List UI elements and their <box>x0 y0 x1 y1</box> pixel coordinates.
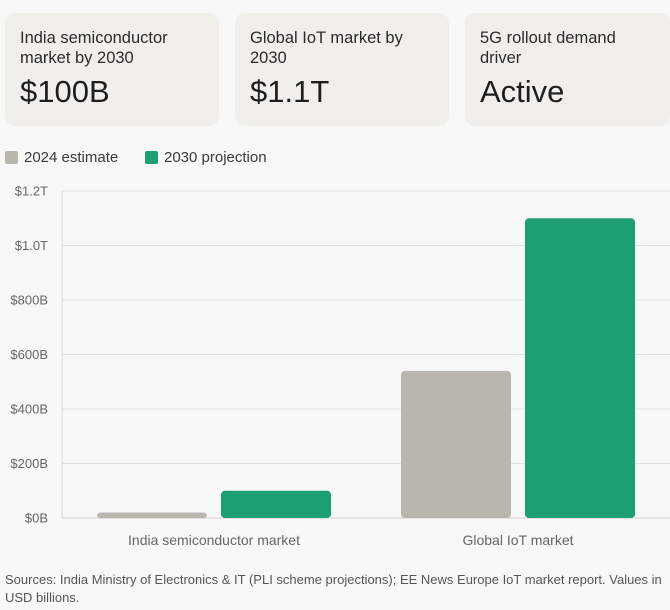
y-tick-label: $1.2T <box>15 184 48 199</box>
y-tick-label: $0B <box>25 511 48 526</box>
legend-swatch <box>145 151 158 164</box>
kpi-card-value: Active <box>480 74 565 109</box>
kpi-card-value: $100B <box>20 74 110 109</box>
kpi-card-value: $1.1T <box>250 74 330 109</box>
y-tick-label: $600B <box>10 347 48 362</box>
bar-2030-projection <box>221 490 331 518</box>
y-tick-label: $800B <box>10 293 48 308</box>
kpi-card-label: Global IoT market by 2030 <box>250 29 403 67</box>
x-tick-label: Global IoT market <box>462 532 573 548</box>
kpi-card-iot: Global IoT market by 2030 $1.1T <box>235 13 449 126</box>
bar-2024-estimate <box>401 370 511 518</box>
legend-label: 2024 estimate <box>24 149 119 166</box>
legend-swatch <box>5 151 18 164</box>
kpi-card-label: 5G rollout demand driver <box>480 29 616 67</box>
bar-2024-estimate <box>97 512 207 518</box>
x-tick-label: India semiconductor market <box>128 532 300 548</box>
kpi-card-semiconductor: India semiconductor market by 2030 $100B <box>5 13 219 126</box>
source-note: Sources: India Ministry of Electronics &… <box>5 572 662 605</box>
y-tick-label: $200B <box>10 456 48 471</box>
legend-label: 2030 projection <box>164 149 267 166</box>
bar-chart: $0B $200B $400B $600B $800B $1.0T $1.2T India s… <box>10 184 670 548</box>
kpi-card-5g: 5G rollout demand driver Active <box>465 13 670 126</box>
kpi-card-label: India semiconductor market by 2030 <box>20 29 168 67</box>
bar-2030-projection <box>525 218 635 518</box>
y-tick-label: $400B <box>10 402 48 417</box>
y-tick-label: $1.0T <box>15 238 48 253</box>
kpi-cards: India semiconductor market by 2030 $100B… <box>5 13 670 126</box>
